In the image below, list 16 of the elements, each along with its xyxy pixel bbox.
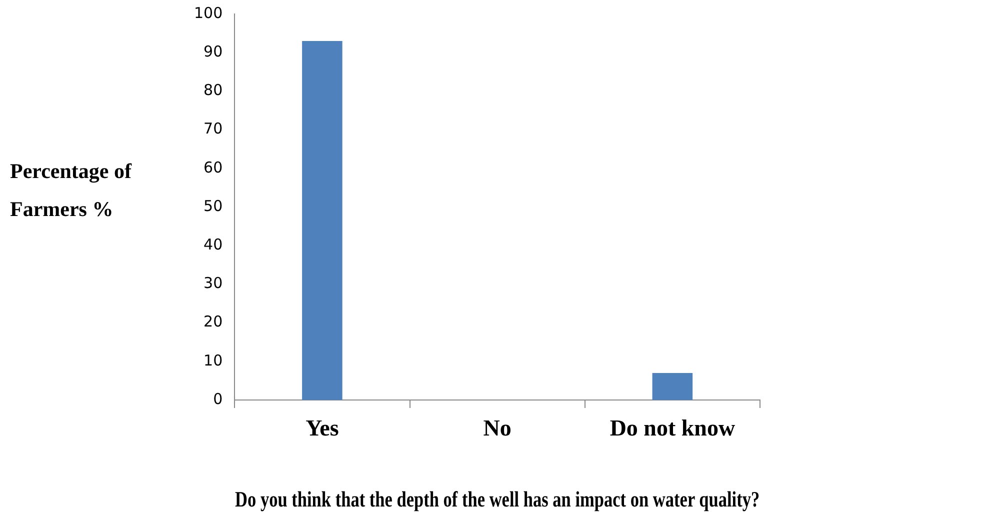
y-tick-label: 50 — [204, 196, 223, 215]
y-tick-label: 40 — [204, 235, 223, 254]
y-tick-label: 10 — [204, 351, 223, 370]
y-tick-label: 80 — [204, 81, 223, 100]
y-axis-title: Percentage of Farmers % — [10, 158, 133, 223]
x-tick-label: No — [483, 416, 512, 441]
x-tick-label: Yes — [306, 416, 339, 441]
y-tick-label: 70 — [204, 120, 223, 138]
y-tick-label: 90 — [204, 42, 223, 60]
y-tick-label: 20 — [204, 312, 223, 331]
y-tick-label: 60 — [204, 158, 223, 176]
y-tick-label: 30 — [204, 274, 223, 292]
y-tick-label: 0 — [213, 390, 223, 408]
x-tick-label: Do not know — [610, 416, 736, 441]
y-tick-label: 100 — [194, 4, 223, 22]
x-axis-title: Do you think that the depth of the well has an impact on water quality? — [235, 488, 760, 512]
